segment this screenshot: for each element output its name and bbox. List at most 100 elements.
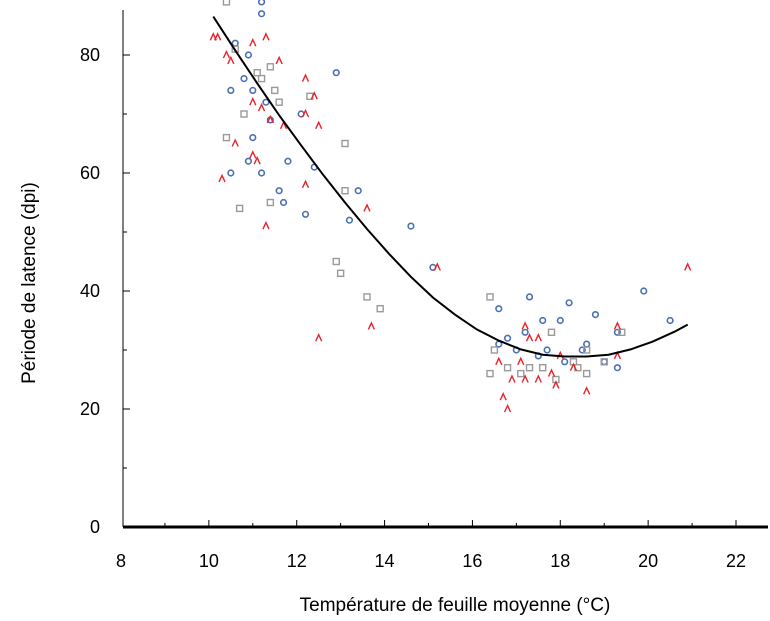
triangle-marker [534, 374, 542, 383]
square-marker [525, 364, 534, 372]
square-marker [266, 63, 275, 71]
x-tick-label: 20 [638, 551, 658, 571]
triangle-marker [508, 374, 516, 383]
square-marker [582, 346, 591, 354]
triangle-marker [301, 108, 310, 118]
circle-marker [525, 293, 534, 301]
triangle-marker [433, 262, 441, 271]
triangle-marker [569, 362, 578, 371]
triangle-marker [583, 386, 591, 395]
square-marker [582, 369, 591, 378]
triangle-marker [495, 356, 503, 366]
square-marker [240, 110, 248, 118]
square-marker [253, 68, 261, 77]
y-tick-label: 80 [80, 45, 100, 65]
square-marker [271, 86, 279, 95]
triangle-marker [552, 380, 560, 389]
triangle-marker [363, 203, 371, 212]
circle-marker [495, 305, 503, 313]
square-marker [376, 305, 384, 313]
square-marker [266, 198, 275, 207]
square-marker [235, 204, 244, 213]
triangle-marker [315, 333, 323, 342]
square-marker [341, 186, 349, 195]
square-marker [547, 328, 556, 336]
circle-marker [227, 169, 235, 177]
triangle-marker [249, 150, 257, 159]
square-marker [275, 98, 283, 106]
circle-marker [244, 51, 252, 59]
triangle-marker [517, 356, 525, 366]
circle-marker [591, 311, 600, 319]
circle-marker [613, 364, 621, 372]
circle-marker [262, 98, 270, 106]
circle-marker [543, 346, 551, 354]
circle-marker [227, 86, 235, 94]
circle-marker [345, 216, 354, 224]
circle-marker [249, 86, 257, 94]
x-tick-label: 18 [550, 551, 570, 571]
square-marker [486, 369, 494, 378]
square-marker [486, 293, 494, 301]
square-marker [363, 293, 371, 301]
square-marker [600, 358, 608, 366]
circle-marker [561, 358, 569, 366]
square-marker [503, 364, 512, 372]
circle-marker [354, 187, 362, 195]
square-marker [257, 74, 266, 83]
plot-frame [122, 10, 768, 529]
circle-marker [521, 328, 529, 336]
circle-marker [565, 299, 573, 307]
x-tick-label: 22 [726, 551, 746, 571]
triangle-marker [262, 220, 270, 230]
circle-marker [556, 316, 564, 325]
circle-marker [257, 169, 266, 177]
triangle-marker [521, 374, 529, 383]
circle-marker [666, 316, 674, 325]
square-marker [222, 133, 231, 142]
circle-marker [407, 222, 415, 230]
triangle-marker [503, 403, 512, 413]
x-tick-label: 16 [462, 551, 482, 571]
triangle-marker [301, 179, 310, 189]
square-marker [332, 257, 340, 266]
circle-marker [240, 74, 248, 83]
y-tick-label: 60 [80, 163, 100, 183]
x-tick-label: 12 [287, 551, 307, 571]
circle-marker [275, 187, 283, 195]
y-axis-ticks: 020406080100 [80, 45, 130, 537]
circle-marker [600, 358, 608, 366]
triangle-marker [257, 102, 266, 112]
circle-marker [332, 69, 340, 77]
square-marker [539, 364, 547, 372]
circle-marker [583, 340, 591, 348]
fit-curve [212, 16, 689, 358]
triangle-marker [222, 49, 231, 59]
circle-marker [244, 157, 252, 165]
circle-marker [640, 287, 648, 295]
triangle-marker [534, 333, 542, 342]
y-tick-label: 0 [90, 517, 100, 537]
triangle-marker [367, 321, 376, 330]
triangle-marker [266, 114, 274, 124]
circle-marker [249, 134, 257, 142]
circle-marker [257, 0, 266, 6]
square-marker [490, 346, 499, 354]
triangle-marker [227, 55, 235, 65]
square-marker [517, 369, 525, 378]
triangle-marker [521, 321, 529, 330]
circle-marker [301, 210, 310, 218]
triangle-marker [231, 138, 239, 147]
circle-marker [284, 157, 292, 165]
circle-marker [539, 316, 547, 325]
square-marker [222, 0, 231, 6]
triangle-marker [547, 368, 556, 377]
triangle-marker [218, 173, 226, 183]
y-axis-title: Période de latence (dpi) [19, 182, 40, 384]
triangle-marker [275, 55, 283, 65]
circle-marker [231, 39, 239, 47]
square-marker [336, 269, 345, 277]
data-markers [209, 0, 692, 413]
circle-marker [257, 10, 266, 18]
